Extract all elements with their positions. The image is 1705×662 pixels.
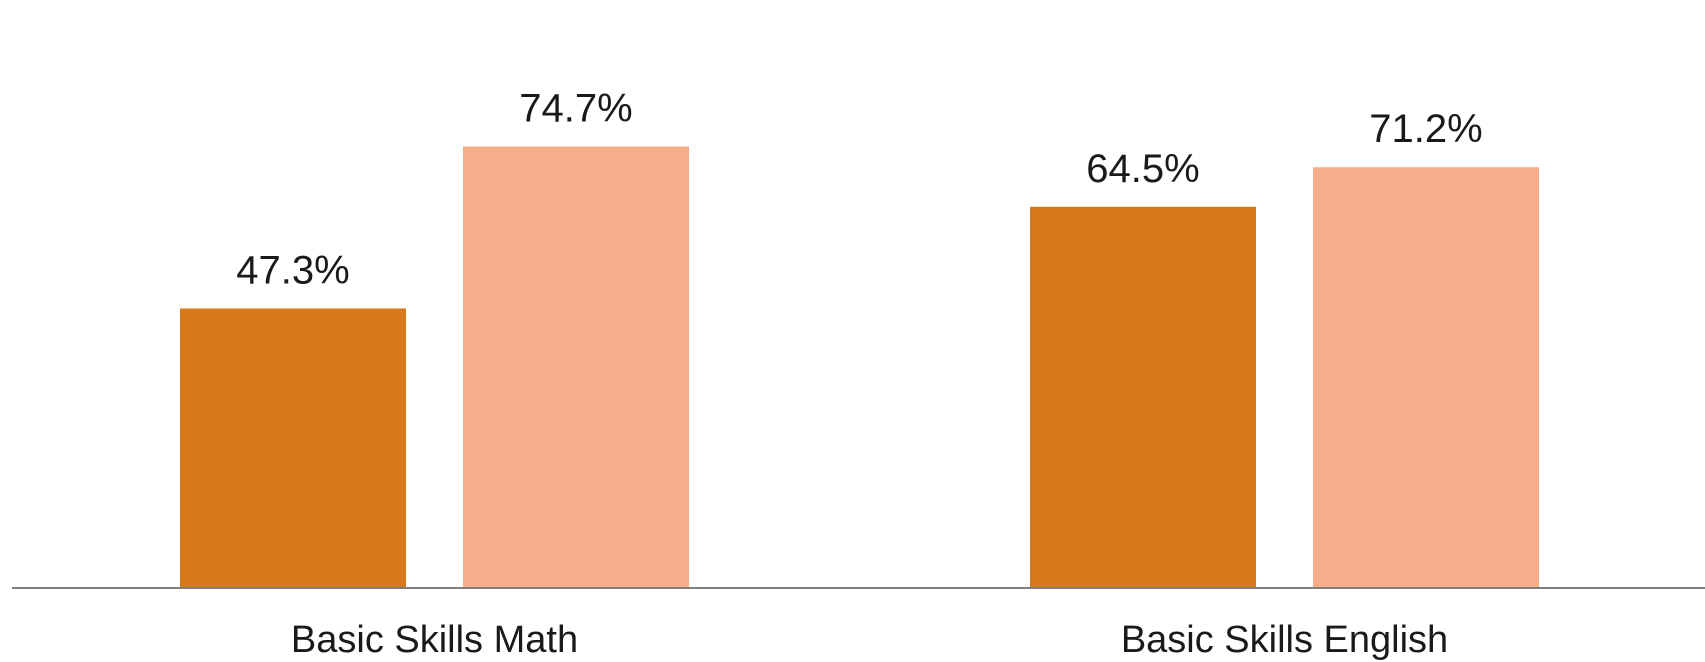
category-label-0: Basic Skills Math	[291, 619, 578, 661]
category-labels-layer: Basic Skills Math Basic Skills English	[291, 619, 1448, 661]
data-label-0-1: 74.7%	[519, 87, 632, 131]
bar-1-1	[1313, 167, 1539, 588]
data-label-0-0: 47.3%	[236, 248, 349, 292]
bar-0-0	[180, 308, 406, 588]
data-labels-layer: 47.3% 74.7% 64.5% 71.2%	[236, 87, 1482, 293]
data-label-1-1: 71.2%	[1369, 107, 1482, 151]
bar-1-0	[1030, 206, 1256, 588]
bar-0-1	[463, 146, 689, 588]
category-label-1: Basic Skills English	[1121, 619, 1448, 661]
bars-layer	[180, 146, 1539, 588]
data-label-1-0: 64.5%	[1086, 147, 1199, 191]
